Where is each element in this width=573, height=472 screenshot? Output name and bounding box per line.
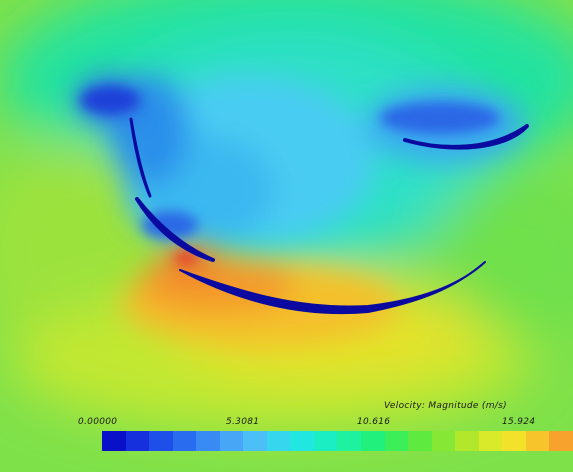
color-bar-segment (196, 431, 220, 451)
wake-zones (80, 86, 500, 239)
blade-upper-left (129, 117, 152, 198)
legend-tick-max: 15.924 (502, 417, 536, 427)
blade-lower (179, 261, 486, 315)
blade-upper-right (403, 124, 529, 150)
color-bar-segment (455, 431, 479, 451)
color-bar (102, 431, 573, 451)
color-bar-segment (172, 431, 197, 451)
color-bar-segment (219, 431, 244, 451)
color-bar-segment (243, 431, 267, 451)
color-bar-segment (384, 431, 409, 451)
color-bar-segment (431, 431, 456, 451)
legend-tick-min: 0.00000 (78, 417, 118, 427)
legend-tick-2: 5.3081 (226, 417, 260, 427)
color-bar-segment (149, 431, 173, 451)
color-bar-segment (502, 431, 526, 451)
blade-middle-left (135, 197, 215, 262)
color-bar-segment (125, 431, 150, 451)
color-bar-segment (525, 431, 550, 451)
color-bar-segment (478, 431, 503, 451)
color-bar-segment (361, 431, 385, 451)
color-bar-segment (408, 431, 432, 451)
color-bar-segment (266, 431, 291, 451)
legend-title: Velocity: Magnitude (m/s) (384, 401, 507, 411)
color-bar-segment (290, 431, 314, 451)
legend-tick-3: 10.616 (357, 417, 391, 427)
color-bar-segment (102, 431, 126, 451)
color-bar-segment (549, 431, 573, 451)
color-bar-segment (337, 431, 362, 451)
color-bar-segment (313, 431, 338, 451)
stagnation-spot (174, 251, 198, 265)
